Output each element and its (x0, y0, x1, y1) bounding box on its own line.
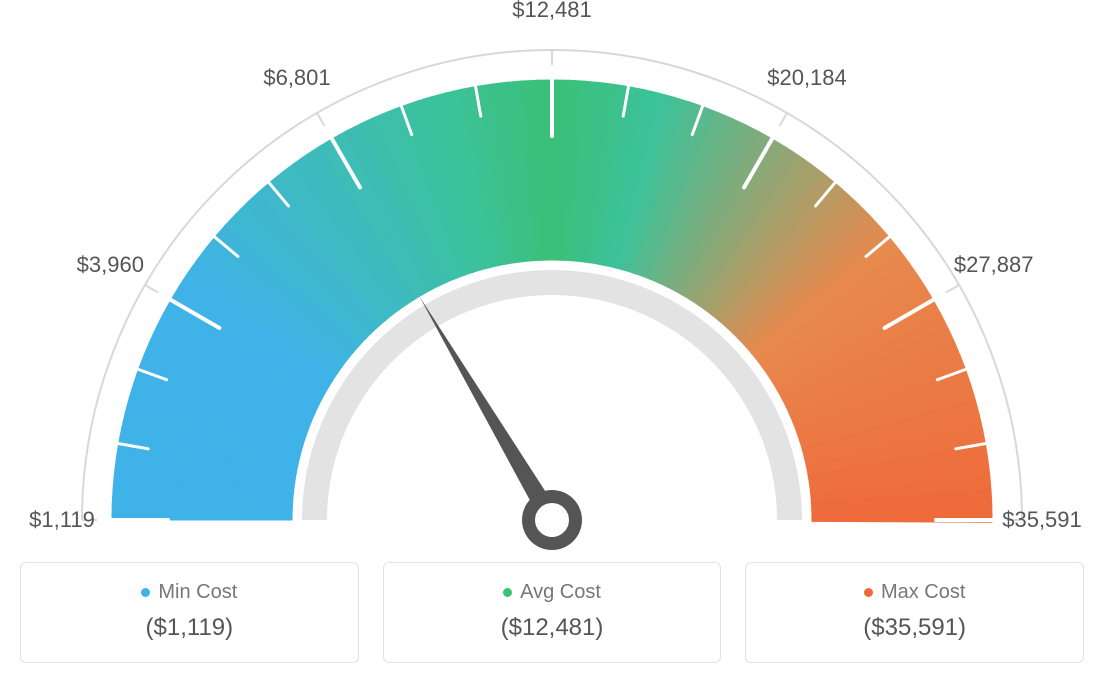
gauge-tick-label: $12,481 (512, 0, 592, 23)
legend-label-min: Min Cost (158, 581, 237, 603)
legend-card-min: Min Cost ($1,119) (20, 562, 359, 663)
legend-label-max: Max Cost (881, 581, 965, 603)
legend-card-avg: Avg Cost ($12,481) (383, 562, 722, 663)
legend-dot-avg (503, 588, 512, 597)
legend-title-min: Min Cost (31, 581, 348, 604)
gauge-tick-label: $20,184 (767, 65, 847, 91)
legend-card-max: Max Cost ($35,591) (745, 562, 1084, 663)
gauge-chart: $1,119$3,960$6,801$12,481$20,184$27,887$… (20, 20, 1084, 550)
legend-dot-max (864, 588, 873, 597)
legend-title-max: Max Cost (756, 581, 1073, 604)
gauge-tick-label: $27,887 (954, 252, 1034, 278)
legend-dot-min (141, 588, 150, 597)
gauge-svg (20, 20, 1084, 550)
legend-label-avg: Avg Cost (520, 581, 601, 603)
legend-row: Min Cost ($1,119) Avg Cost ($12,481) Max… (20, 562, 1084, 663)
legend-title-avg: Avg Cost (394, 581, 711, 604)
gauge-tick-label: $1,119 (29, 507, 95, 533)
gauge-tick-label: $6,801 (263, 65, 330, 91)
cost-gauge-container: $1,119$3,960$6,801$12,481$20,184$27,887$… (20, 20, 1084, 663)
gauge-tick-label: $3,960 (77, 252, 144, 278)
legend-value-avg: ($12,481) (394, 614, 711, 642)
legend-value-max: ($35,591) (756, 614, 1073, 642)
gauge-tick-label: $35,591 (1002, 507, 1082, 533)
legend-value-min: ($1,119) (31, 614, 348, 642)
